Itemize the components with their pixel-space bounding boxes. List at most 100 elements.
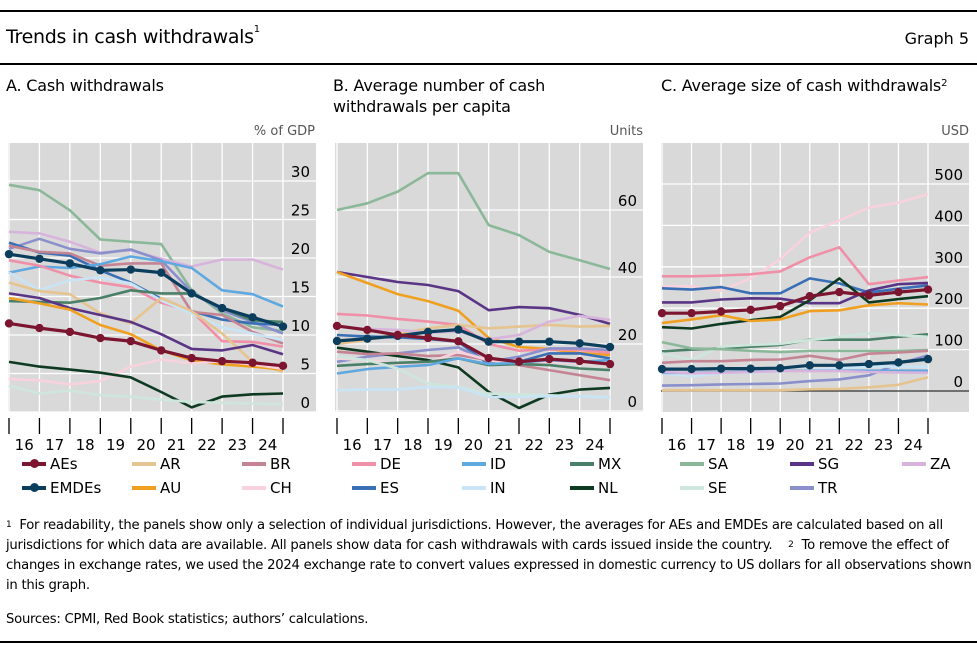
legend-label-sg: SG: [818, 455, 840, 473]
panel-c-point-emdes: [776, 364, 785, 373]
legend-item-au: AU: [132, 479, 181, 497]
legend-item-es: ES: [352, 479, 399, 497]
legend-swatch-sa: [680, 462, 704, 466]
legend-label-tr: TR: [818, 479, 838, 497]
legend-label-de: DE: [380, 455, 402, 473]
panel-c-y-tick-label: 500: [934, 166, 963, 184]
panel-c-point-emdes: [864, 359, 874, 369]
panel-a-series-aes: [8, 321, 284, 368]
legend-label-ar: AR: [160, 455, 181, 473]
legend-swatch-ch: [242, 486, 266, 490]
title-footnote-marker: 1: [253, 24, 260, 35]
legend-item-br: BR: [242, 455, 291, 473]
panel-b-point-emdes: [575, 339, 584, 348]
panel-b-y-tick-label: 20: [618, 326, 637, 344]
legend-item-se: SE: [680, 479, 727, 497]
legend-swatch-es: [352, 486, 376, 490]
legend-label-in: IN: [490, 479, 506, 497]
legend-label-nl: NL: [598, 479, 618, 497]
legend-label-mx: MX: [598, 455, 622, 473]
panel-a-point-emdes: [4, 249, 14, 259]
legend-swatch-ar: [132, 462, 156, 466]
panel-c-x-tick-label: 17: [697, 436, 716, 454]
panel-a-x-tick-label: 19: [106, 436, 125, 454]
panel-c-series-de: [662, 246, 929, 286]
legend-marker-aes: [30, 459, 39, 468]
panel-c-series-br: [661, 349, 929, 365]
legend-item-ch: CH: [242, 479, 292, 497]
footnote-1-marker: 1: [6, 520, 12, 530]
bottom-rule: [0, 641, 977, 643]
panel-b-series-br: [336, 350, 611, 382]
panel-c-title: C. Average size of cash withdrawals2: [661, 75, 977, 96]
panel-c-point-emdes: [835, 361, 844, 370]
legend-label-au: AU: [160, 479, 182, 497]
footnote-2-marker: 2: [788, 540, 794, 550]
legend-item-sa: SA: [680, 455, 728, 473]
panel-c-series-es: [661, 277, 929, 295]
panel-c-y-tick-label: 0: [953, 373, 963, 391]
panel-b-point-aes: [454, 337, 463, 346]
panel-c-unit: USD: [941, 124, 969, 139]
panel-c-series-au: [661, 301, 929, 325]
legend-label-aes: AEs: [50, 455, 78, 473]
legend-label-id: ID: [490, 455, 506, 473]
panel-a-series-se: [8, 384, 284, 406]
legend-label-emdes: EMDEs: [50, 479, 102, 497]
panel-a-series-id: [8, 255, 284, 308]
legend-label-ch: CH: [270, 479, 292, 497]
panel-a-y-tick-label: 25: [291, 202, 310, 220]
panel-b-x-tick-label: 17: [373, 436, 392, 454]
panel-c-series-ar: [662, 376, 929, 392]
panel-c-point-emdes: [746, 364, 755, 373]
panel-c-y-tick-label: 200: [934, 290, 963, 308]
legend-swatch-nl: [570, 486, 594, 490]
panel-b-point-aes: [363, 325, 372, 335]
panel-b-point-emdes: [514, 337, 524, 346]
panel-a-title-text: A. Cash withdrawals: [6, 76, 164, 95]
panel-c-point-aes: [835, 287, 844, 297]
panel-b-x-tick-label: 24: [585, 436, 604, 454]
panel-a-point-aes: [278, 361, 288, 370]
panel-b-x-tick-label: 21: [494, 436, 513, 454]
panel-a-series-br: [8, 244, 284, 345]
panel-b-x-tick-label: 19: [434, 436, 453, 454]
panel-a-y-tick-label: 30: [291, 163, 310, 181]
panel-a-point-emdes: [126, 265, 135, 274]
panel-b-point-aes: [545, 354, 554, 364]
legend-swatch-tr: [790, 486, 814, 490]
panel-a-point-emdes: [187, 289, 196, 298]
panel-c-x-tick-label: 20: [785, 436, 804, 454]
panel-b-point-emdes: [332, 336, 342, 346]
panel-c-title-text: C. Average size of cash withdrawals: [661, 76, 942, 95]
panel-b-series-emdes: [336, 328, 611, 349]
panel-a-series-tr: [8, 237, 284, 335]
panel-a-point-emdes: [96, 266, 105, 275]
sources: Sources: CPMI, Red Book statistics; auth…: [6, 612, 369, 627]
legend-swatch-za: [902, 462, 926, 466]
panel-c-y-tick-label: 300: [934, 249, 963, 267]
legend-item-in: IN: [462, 479, 506, 497]
panel-a-x-tick-label: 18: [76, 436, 95, 454]
panel-a-x-tick-label: 16: [15, 436, 34, 454]
panel-c-point-aes: [864, 291, 874, 300]
panel-b-point-aes: [484, 353, 493, 363]
legend-item-de: DE: [352, 455, 401, 473]
charts-canvas: 0 5 10 15 20 25 30 16 17 18 19 20 21 22 23 24 0 20 40 60 16 1…: [4, 143, 969, 454]
panel-b-x-tick-label: 23: [555, 436, 574, 454]
panel-b-y-tick-label: 60: [618, 192, 637, 210]
panel-b-point-emdes: [363, 334, 372, 343]
panel-a-series-emdes: [8, 252, 284, 329]
legend-item-ar: AR: [132, 455, 181, 473]
panel-c-x-tick-label: 16: [667, 436, 686, 454]
panel-a-point-aes: [4, 319, 14, 328]
panel-c-point-aes: [776, 301, 785, 311]
panel-a-point-emdes: [157, 268, 166, 277]
panel-b-point-emdes: [484, 337, 493, 346]
panel-c-series-aes: [662, 288, 929, 315]
panel-a-point-aes: [96, 333, 105, 343]
legend-swatch-emdes: [22, 483, 46, 492]
panel-b-series-sg: [336, 270, 611, 326]
panel-b-point-aes: [423, 333, 433, 343]
panel-b-x-tick-label: 22: [525, 436, 544, 454]
